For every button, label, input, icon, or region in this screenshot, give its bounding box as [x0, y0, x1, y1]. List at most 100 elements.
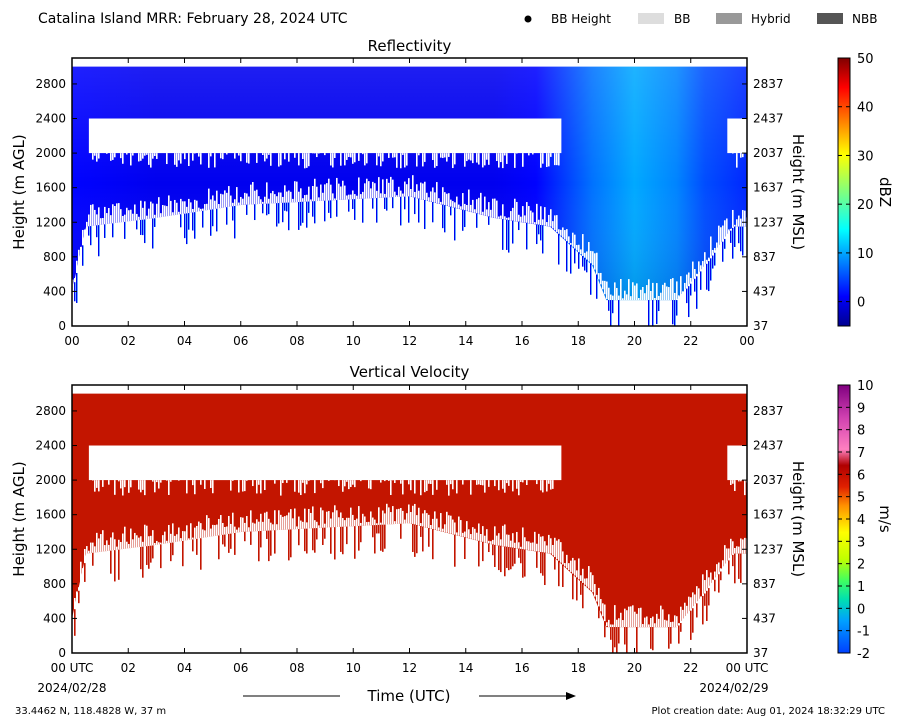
texture-streak [412, 523, 414, 552]
texture-streak [504, 153, 506, 156]
texture-streak [348, 517, 350, 527]
texture-streak [382, 524, 384, 552]
texture-streak [280, 480, 282, 496]
texture-streak [652, 282, 654, 301]
texture-streak [184, 213, 186, 239]
texture-streak [464, 153, 466, 167]
texture-streak [482, 541, 484, 562]
texture-streak [230, 480, 232, 491]
texture-streak [194, 199, 196, 213]
texture-streak [696, 273, 698, 277]
texture-streak [468, 189, 470, 212]
velocity-data [72, 393, 747, 653]
texture-streak [202, 529, 204, 538]
texture-streak [708, 588, 710, 606]
texture-streak [194, 480, 196, 495]
texture-streak [558, 229, 560, 234]
texture-streak [482, 480, 484, 486]
texture-streak [534, 222, 536, 225]
texture-streak [238, 527, 240, 533]
texture-streak [626, 627, 628, 653]
texture-streak [686, 274, 688, 289]
texture-streak [176, 202, 178, 215]
texture-streak [250, 531, 252, 545]
texture-streak [508, 480, 510, 486]
texture-streak [402, 193, 404, 197]
texture-streak [344, 480, 346, 487]
texture-streak [314, 201, 316, 224]
texture-streak [96, 480, 98, 488]
texture-streak [210, 528, 212, 537]
texture-streak [698, 261, 700, 274]
texture-streak [458, 516, 460, 536]
texture-streak [346, 153, 348, 160]
texture-streak [708, 261, 710, 292]
texture-streak [532, 153, 534, 155]
texture-streak [744, 537, 746, 554]
texture-streak [518, 548, 520, 558]
texture-streak [606, 622, 608, 627]
texture-streak [228, 515, 230, 534]
texture-streak [454, 153, 456, 165]
echo-texture [72, 480, 747, 653]
texture-streak [682, 609, 684, 621]
texture-streak [302, 521, 304, 529]
x-tick-label: 16 [514, 661, 529, 675]
texture-streak [336, 177, 338, 201]
texture-streak [390, 512, 392, 525]
texture-streak [392, 506, 394, 525]
texture-streak [568, 236, 570, 244]
texture-streak [510, 211, 512, 221]
texture-streak [128, 480, 130, 493]
texture-streak [456, 196, 458, 209]
texture-streak [512, 480, 514, 492]
texture-streak [488, 216, 490, 225]
texture-streak [248, 153, 250, 164]
texture-streak [232, 480, 234, 481]
texture-streak [660, 292, 662, 301]
x-tick-label: 18 [571, 334, 586, 348]
texture-streak [260, 513, 262, 531]
texture-streak [256, 480, 258, 494]
bb-legend-swatch [638, 13, 664, 24]
texture-streak [542, 153, 544, 164]
texture-streak [688, 286, 690, 318]
texture-streak [234, 526, 236, 534]
texture-streak [214, 200, 216, 210]
texture-streak [284, 516, 286, 530]
colorbar-tick-label: 20 [857, 198, 874, 213]
texture-streak [516, 531, 518, 549]
texture-streak [618, 618, 620, 628]
texture-streak [346, 195, 348, 200]
texture-streak [94, 546, 96, 553]
texture-streak [242, 517, 244, 532]
texture-streak [238, 153, 240, 156]
texture-streak [732, 480, 734, 484]
texture-streak [744, 480, 746, 496]
texture-streak [472, 199, 474, 213]
texture-streak [116, 203, 118, 223]
texture-streak [346, 526, 348, 545]
texture-streak [428, 197, 430, 202]
texture-streak [614, 605, 616, 628]
texture-streak [138, 537, 140, 548]
texture-streak [676, 300, 678, 316]
texture-streak [416, 184, 418, 198]
dbz-colorbar-scale [837, 57, 851, 327]
texture-streak [222, 534, 224, 545]
texture-streak [172, 523, 174, 543]
texture-streak [694, 268, 696, 279]
texture-streak [350, 507, 352, 527]
texture-streak [92, 204, 94, 226]
texture-streak [266, 203, 268, 216]
texture-streak [234, 199, 236, 207]
texture-streak [384, 480, 386, 482]
texture-streak [306, 194, 308, 202]
texture-streak [178, 480, 180, 481]
texture-streak [412, 505, 414, 524]
texture-streak [488, 153, 490, 165]
texture-streak [426, 513, 428, 528]
texture-streak [212, 195, 214, 210]
texture-streak [222, 153, 224, 160]
